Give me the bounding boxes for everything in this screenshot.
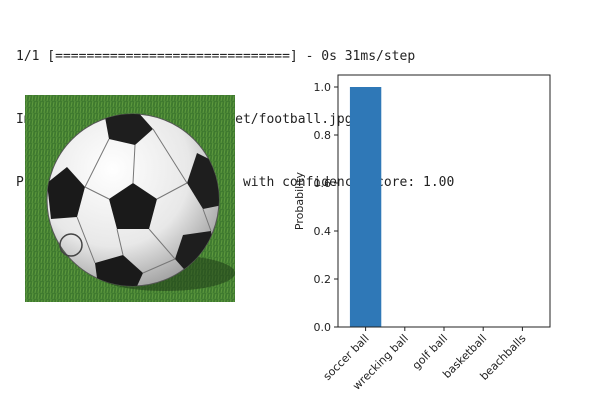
y-tick-label: 0.0: [314, 321, 332, 334]
x-tick-label: golf ball: [410, 332, 450, 372]
soccer-ball-photo: [25, 95, 235, 302]
y-axis-label: Probability: [293, 171, 306, 230]
ball-patch-center: [109, 183, 157, 229]
bar-soccer-ball: [349, 87, 382, 327]
y-tick-label: 0.2: [314, 273, 332, 286]
progress-line: 1/1 [==============================] - 0…: [16, 49, 416, 64]
y-tick-label: 0.8: [314, 129, 332, 142]
y-tick-label: 0.4: [314, 225, 332, 238]
ball-patch-left: [47, 167, 85, 219]
ball-logo-icon: [59, 233, 83, 257]
bars: [349, 87, 382, 327]
y-tick-label: 0.6: [314, 177, 332, 190]
ball-patch-top: [105, 114, 153, 145]
y-tick-label: 1.0: [314, 81, 332, 94]
y-ticks: 0.0 0.2 0.4 0.6 0.8 1.0: [314, 81, 338, 334]
